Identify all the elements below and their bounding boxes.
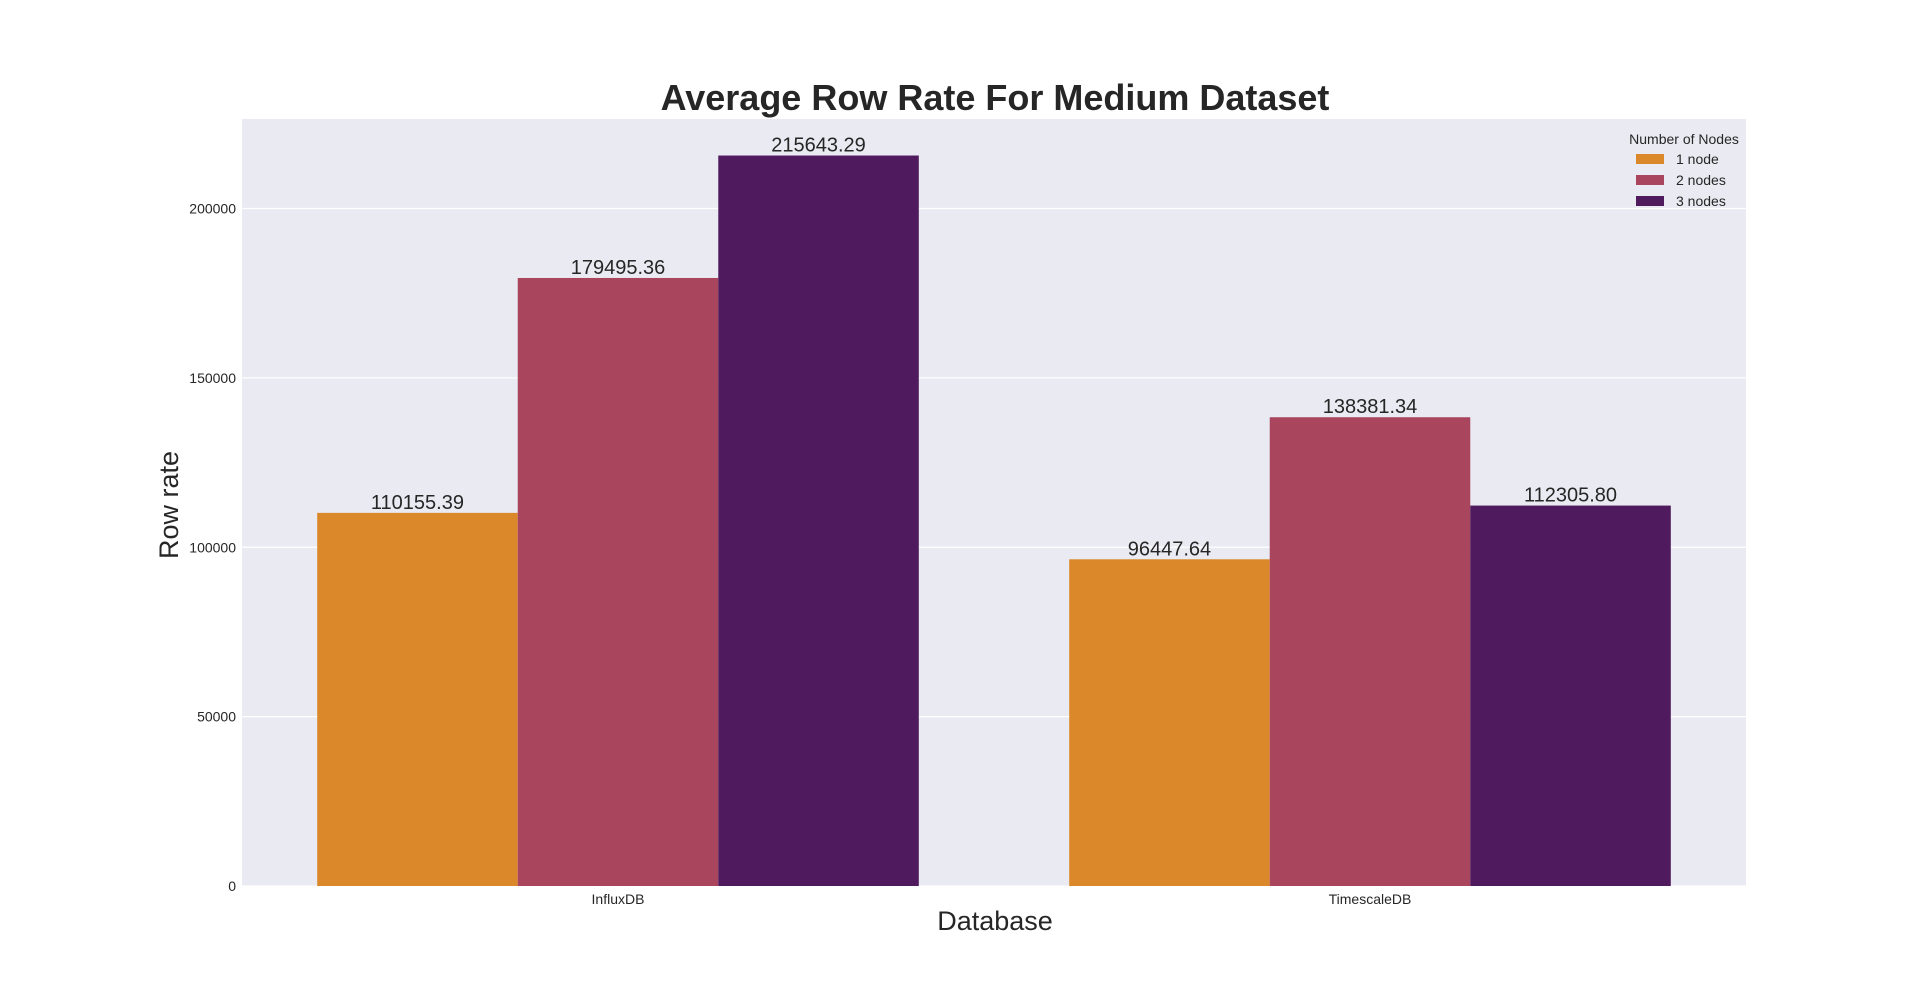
legend-swatch [1636, 196, 1664, 206]
bar [517, 277, 719, 887]
data-label: 215643.29 [771, 135, 866, 157]
x-tick-label: TimescaleDB [1329, 891, 1412, 907]
bar [1269, 417, 1471, 886]
y-tick-label: 200000 [189, 201, 236, 217]
legend-label: 1 node [1676, 151, 1719, 167]
bar [1470, 505, 1671, 886]
y-tick-label: 150000 [189, 370, 236, 386]
bar [718, 155, 919, 886]
data-label: 112305.80 [1524, 485, 1617, 507]
legend-swatch [1636, 175, 1664, 185]
x-tick-label: InfluxDB [592, 891, 645, 907]
data-label: 96447.64 [1128, 538, 1211, 560]
bars [317, 155, 1671, 887]
data-label: 138381.34 [1323, 396, 1418, 418]
x-axis-title: Database [937, 906, 1053, 936]
bar [317, 512, 518, 886]
x-axis-ticks: InfluxDB TimescaleDB [592, 891, 1412, 907]
y-tick-label: 100000 [189, 539, 236, 555]
bar [1069, 559, 1270, 886]
legend-swatch [1636, 154, 1664, 164]
legend-title: Number of Nodes [1629, 131, 1739, 147]
data-label: 110155.39 [371, 492, 464, 514]
y-axis-title: Row rate [154, 451, 184, 559]
y-axis-ticks: 0 50000 100000 150000 200000 [189, 201, 236, 894]
legend-label: 2 nodes [1676, 172, 1726, 188]
y-tick-label: 0 [228, 878, 236, 894]
legend-label: 3 nodes [1676, 193, 1726, 209]
chart-title: Average Row Rate For Medium Dataset [661, 77, 1330, 118]
data-labels: 110155.39 179495.36 215643.29 96447.64 13838… [371, 135, 1617, 561]
data-label: 179495.36 [571, 257, 666, 279]
y-tick-label: 50000 [197, 709, 236, 725]
legend: Number of Nodes 1 node 2 nodes 3 nodes [1629, 131, 1739, 209]
